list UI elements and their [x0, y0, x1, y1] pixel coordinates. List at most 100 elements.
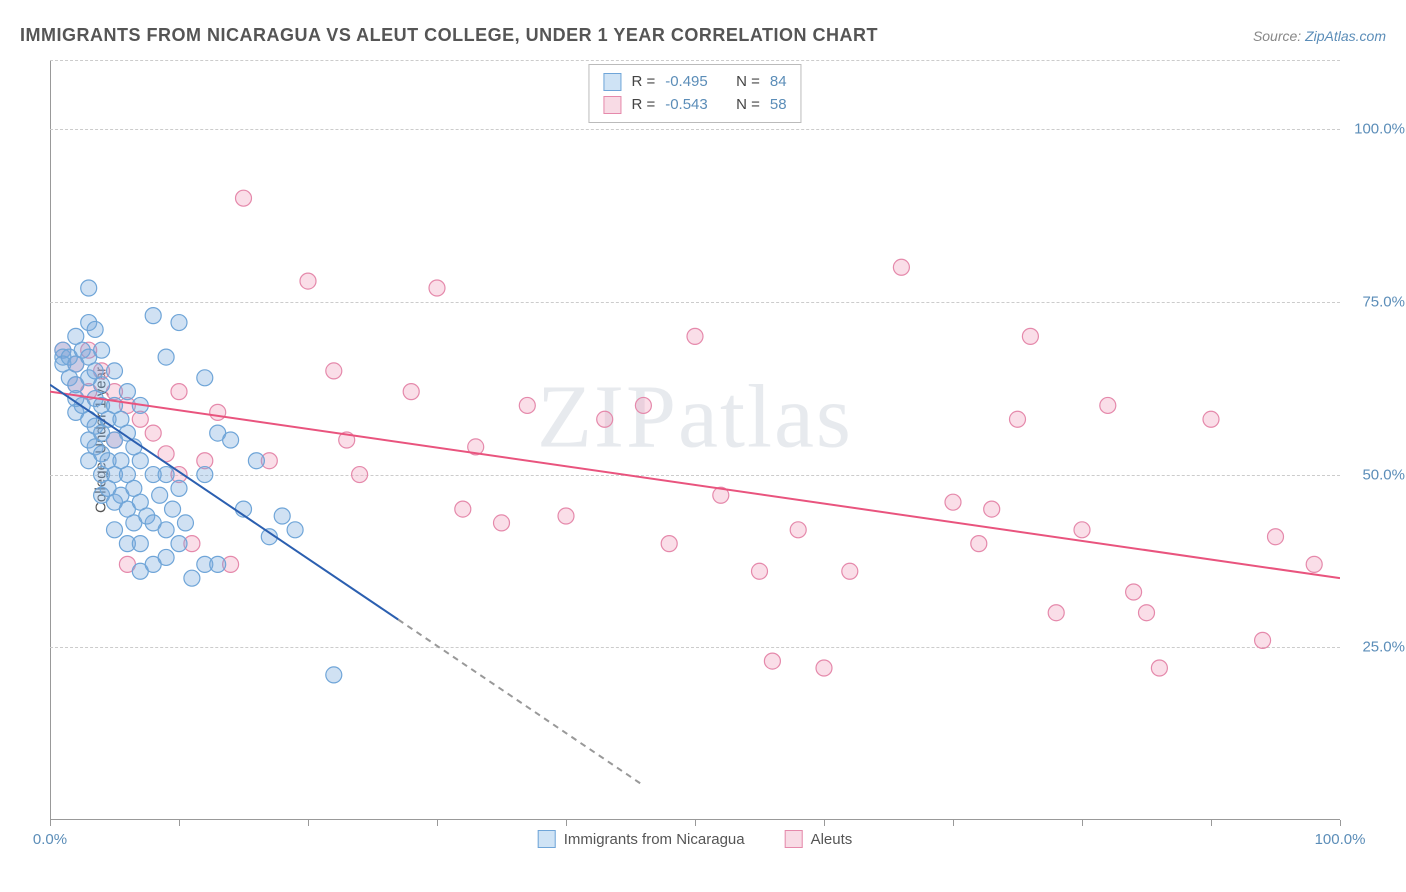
x-tick	[1211, 820, 1212, 826]
source-prefix: Source:	[1253, 28, 1305, 44]
source-link[interactable]: ZipAtlas.com	[1305, 28, 1386, 44]
data-point	[94, 377, 110, 393]
data-point	[1268, 529, 1284, 545]
data-point	[403, 384, 419, 400]
r-value-1: -0.495	[665, 71, 708, 94]
data-point	[1010, 411, 1026, 427]
data-point	[326, 363, 342, 379]
data-point	[893, 259, 909, 275]
x-tick	[566, 820, 567, 826]
legend-bottom: Immigrants from Nicaragua Aleuts	[538, 830, 853, 848]
data-point	[1306, 556, 1322, 572]
data-point	[171, 315, 187, 331]
x-tick	[437, 820, 438, 826]
chart-title: IMMIGRANTS FROM NICARAGUA VS ALEUT COLLE…	[20, 25, 878, 46]
data-point	[152, 487, 168, 503]
x-tick	[308, 820, 309, 826]
x-tick	[695, 820, 696, 826]
data-point	[764, 653, 780, 669]
data-point	[790, 522, 806, 538]
trend-line	[50, 392, 1340, 579]
data-point	[326, 667, 342, 683]
data-point	[81, 280, 97, 296]
data-point	[558, 508, 574, 524]
data-point	[158, 522, 174, 538]
legend-item-1: Immigrants from Nicaragua	[538, 830, 745, 848]
stats-legend-box: R = -0.495 N = 84 R = -0.543 N = 58	[588, 64, 801, 123]
legend-swatch-2	[785, 830, 803, 848]
swatch-series2	[603, 96, 621, 114]
y-tick-label: 75.0%	[1362, 293, 1405, 310]
r-value-2: -0.543	[665, 94, 708, 117]
x-tick-label: 100.0%	[1315, 831, 1366, 848]
chart-area: College, Under 1 year ZIPatlas 25.0%50.0…	[50, 60, 1340, 820]
data-point	[816, 660, 832, 676]
r-label-2: R =	[631, 94, 655, 117]
data-point	[300, 273, 316, 289]
y-tick-label: 25.0%	[1362, 639, 1405, 656]
r-label-1: R =	[631, 71, 655, 94]
data-point	[165, 501, 181, 517]
data-point	[1139, 605, 1155, 621]
data-point	[842, 563, 858, 579]
data-point	[158, 467, 174, 483]
stats-row-2: R = -0.543 N = 58	[603, 94, 786, 117]
data-point	[119, 384, 135, 400]
data-point	[1255, 632, 1271, 648]
x-tick	[953, 820, 954, 826]
n-value-2: 58	[770, 94, 787, 117]
x-tick	[1082, 820, 1083, 826]
legend-label-1: Immigrants from Nicaragua	[564, 831, 745, 848]
data-point	[597, 411, 613, 427]
data-point	[210, 556, 226, 572]
data-point	[287, 522, 303, 538]
data-point	[984, 501, 1000, 517]
data-point	[94, 342, 110, 358]
x-tick	[50, 820, 51, 826]
data-point	[635, 397, 651, 413]
data-point	[171, 480, 187, 496]
stats-row-1: R = -0.495 N = 84	[603, 71, 786, 94]
plot-region: 25.0%50.0%75.0%100.0%0.0%100.0%	[50, 60, 1340, 820]
data-point	[687, 328, 703, 344]
data-point	[132, 536, 148, 552]
data-point	[519, 397, 535, 413]
data-point	[132, 453, 148, 469]
data-point	[971, 536, 987, 552]
trend-line	[398, 620, 643, 786]
data-point	[171, 384, 187, 400]
data-point	[945, 494, 961, 510]
data-point	[87, 321, 103, 337]
data-point	[752, 563, 768, 579]
data-point	[1203, 411, 1219, 427]
data-point	[661, 536, 677, 552]
legend-label-2: Aleuts	[811, 831, 853, 848]
data-point	[171, 536, 187, 552]
n-value-1: 84	[770, 71, 787, 94]
data-point	[1022, 328, 1038, 344]
data-point	[158, 549, 174, 565]
data-point	[1074, 522, 1090, 538]
y-tick-label: 50.0%	[1362, 466, 1405, 483]
data-point	[197, 467, 213, 483]
x-tick	[179, 820, 180, 826]
data-point	[429, 280, 445, 296]
data-point	[158, 349, 174, 365]
data-point	[107, 363, 123, 379]
data-point	[1151, 660, 1167, 676]
data-point	[145, 425, 161, 441]
data-point	[455, 501, 471, 517]
data-point	[236, 190, 252, 206]
data-point	[177, 515, 193, 531]
n-label-2: N =	[736, 94, 760, 117]
data-point	[1048, 605, 1064, 621]
x-tick	[824, 820, 825, 826]
x-tick-label: 0.0%	[33, 831, 67, 848]
n-label-1: N =	[736, 71, 760, 94]
data-point	[1126, 584, 1142, 600]
data-point	[210, 404, 226, 420]
data-point	[223, 432, 239, 448]
legend-swatch-1	[538, 830, 556, 848]
x-tick	[1340, 820, 1341, 826]
data-point	[494, 515, 510, 531]
